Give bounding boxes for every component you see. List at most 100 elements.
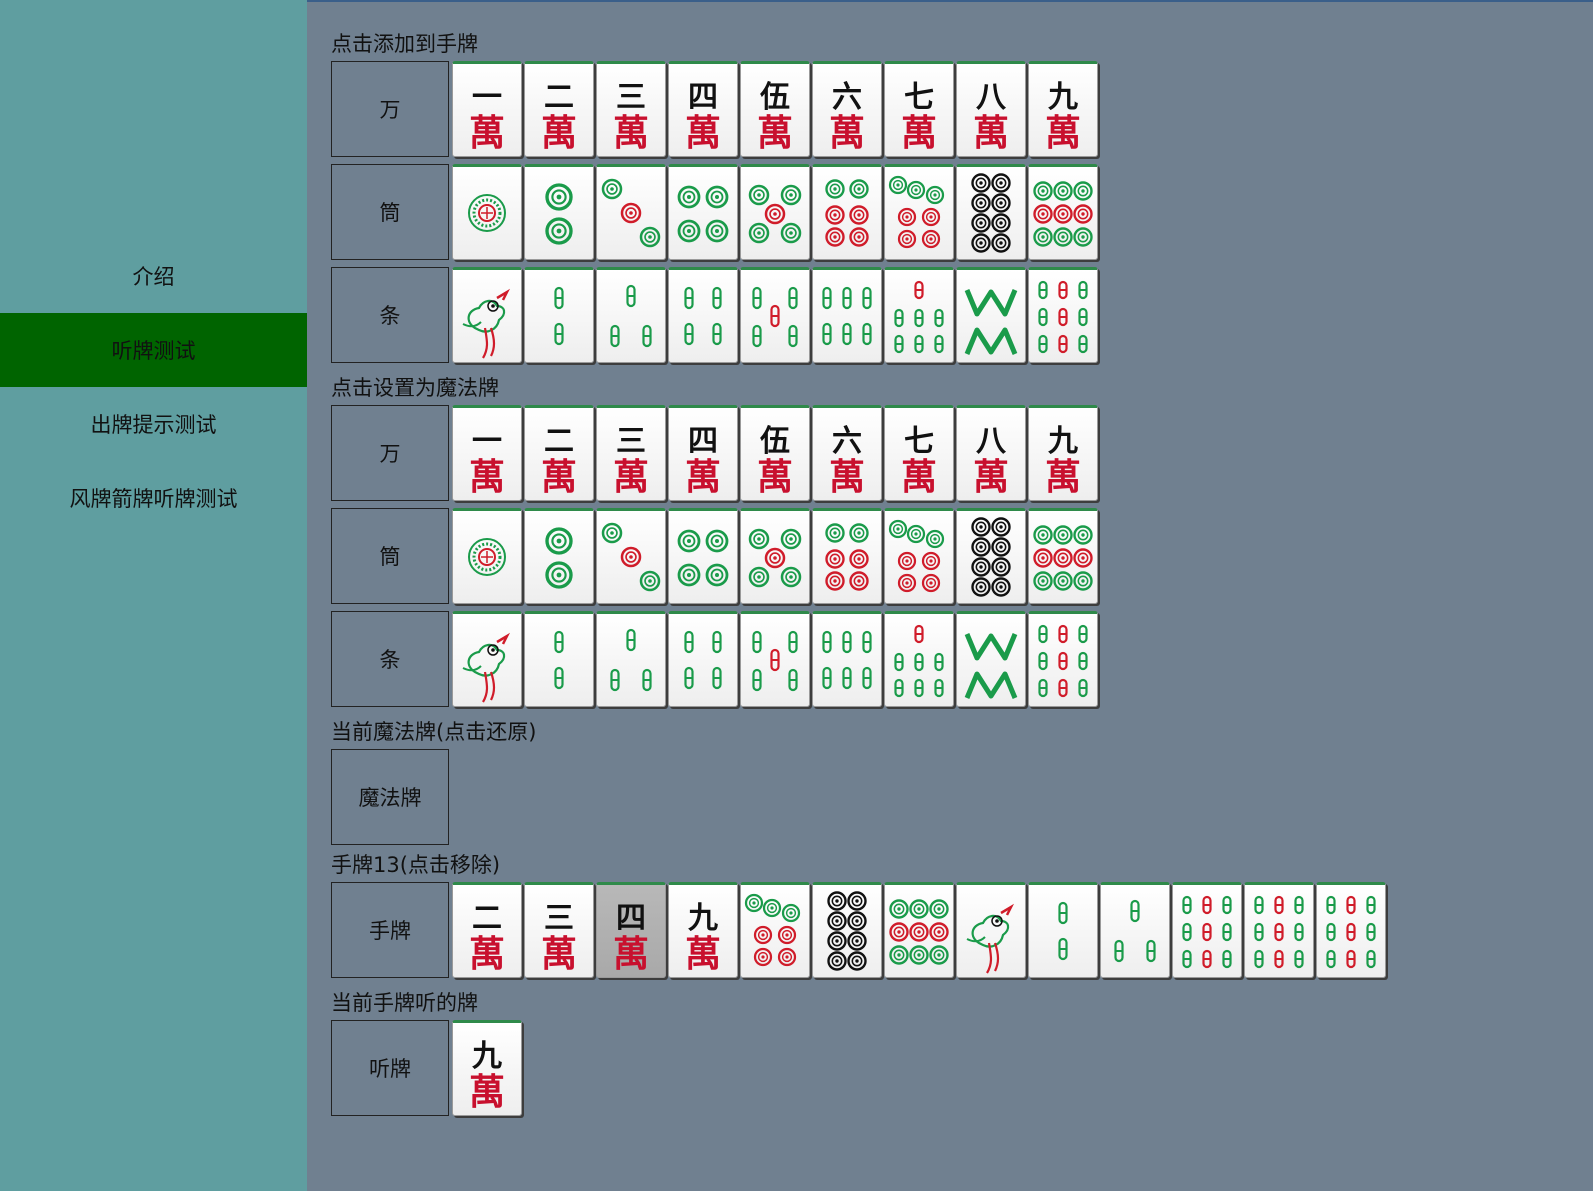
add-wan-tile-1[interactable]: 一萬 xyxy=(452,61,522,157)
tiao-pattern-icon xyxy=(1038,624,1088,698)
wait-tile-1[interactable]: 九萬 xyxy=(452,1020,522,1116)
add-tong-tile-3[interactable] xyxy=(596,164,666,260)
magic-tong-tile-2[interactable] xyxy=(524,508,594,604)
add-wan-tile-4[interactable]: 四萬 xyxy=(668,61,738,157)
hand-tile-12[interactable] xyxy=(1244,882,1314,978)
tiao-pattern-icon xyxy=(822,286,872,346)
hand-tile-1[interactable]: 二萬 xyxy=(452,882,522,978)
hand-tile-11[interactable] xyxy=(1172,882,1242,978)
current-magic-slot[interactable]: 魔法牌 xyxy=(331,749,449,845)
nav-item-honor-ting-test[interactable]: 风牌箭牌听牌测试 xyxy=(69,487,238,511)
magic-tiao-tile-7[interactable] xyxy=(884,611,954,707)
magic-wan-tile-8[interactable]: 八萬 xyxy=(956,405,1026,501)
tiao-pattern-icon xyxy=(1326,895,1376,969)
magic-wan-tile-1[interactable]: 一萬 xyxy=(452,405,522,501)
tong-pattern-icon xyxy=(888,519,945,593)
add-wan-tile-7[interactable]: 七萬 xyxy=(884,61,954,157)
tile-numeral: 八 xyxy=(976,424,1006,459)
magic-tong-tile-6[interactable] xyxy=(812,508,882,604)
add-wan-tile-9[interactable]: 九萬 xyxy=(1028,61,1098,157)
magic-section-title: 点击设置为魔法牌 xyxy=(331,376,499,400)
add-tiao-tile-8[interactable] xyxy=(956,267,1026,363)
tile-wan-glyph: 萬 xyxy=(1044,112,1081,154)
tong-pattern-icon xyxy=(545,527,573,589)
tiao-pattern-icon xyxy=(964,289,1018,355)
hand-tile-4[interactable]: 九萬 xyxy=(668,882,738,978)
nav-item-ting-test[interactable]: 听牌测试 xyxy=(0,313,307,387)
magic-tiao-tile-2[interactable] xyxy=(524,611,594,707)
add-tiao-tile-6[interactable] xyxy=(812,267,882,363)
tong-pattern-icon xyxy=(677,185,729,243)
tiao-pattern-icon xyxy=(894,280,944,354)
add-tong-tile-4[interactable] xyxy=(668,164,738,260)
add-tiao-tile-5[interactable] xyxy=(740,267,810,363)
suit-label-wan: 万 xyxy=(331,61,449,157)
hand-tile-13[interactable] xyxy=(1316,882,1386,978)
magic-tong-tile-8[interactable] xyxy=(956,508,1026,604)
add-tong-tile-2[interactable] xyxy=(524,164,594,260)
magic-tiao-tile-8[interactable] xyxy=(956,611,1026,707)
tong-pattern-icon xyxy=(468,194,506,232)
add-wan-tile-6[interactable]: 六萬 xyxy=(812,61,882,157)
tile-numeral: 六 xyxy=(832,80,862,115)
hand-label: 手牌 xyxy=(331,882,449,978)
add-tong-tile-8[interactable] xyxy=(956,164,1026,260)
tiao-pattern-icon xyxy=(1254,895,1304,969)
magic-wan-tile-5[interactable]: 伍萬 xyxy=(740,405,810,501)
hand-tile-3[interactable]: 四萬 xyxy=(596,882,666,978)
hand-tile-8[interactable] xyxy=(956,882,1026,978)
tile-numeral: 九 xyxy=(472,1039,502,1074)
magic-tong-tile-1[interactable] xyxy=(452,508,522,604)
magic-tong-tile-9[interactable] xyxy=(1028,508,1098,604)
add-tiao-tile-4[interactable] xyxy=(668,267,738,363)
add-wan-tile-5[interactable]: 伍萬 xyxy=(740,61,810,157)
add-tiao-tile-7[interactable] xyxy=(884,267,954,363)
add-wan-tile-8[interactable]: 八萬 xyxy=(956,61,1026,157)
magic-wan-tile-3[interactable]: 三萬 xyxy=(596,405,666,501)
hand-tile-9[interactable] xyxy=(1028,882,1098,978)
add-tong-tile-6[interactable] xyxy=(812,164,882,260)
add-tiao-tile-2[interactable] xyxy=(524,267,594,363)
tile-wan-glyph: 萬 xyxy=(612,112,649,154)
add-wan-tile-2[interactable]: 二萬 xyxy=(524,61,594,157)
top-border xyxy=(0,0,1593,2)
hand-tile-10[interactable] xyxy=(1100,882,1170,978)
magic-wan-tile-6[interactable]: 六萬 xyxy=(812,405,882,501)
sidebar: 介绍 听牌测试 出牌提示测试 风牌箭牌听牌测试 xyxy=(0,0,307,1191)
nav-item-discard-hint-test[interactable]: 出牌提示测试 xyxy=(90,413,217,437)
tile-wan-glyph: 萬 xyxy=(972,456,1009,498)
nav-item-intro[interactable]: 介绍 xyxy=(132,265,175,289)
magic-tong-tile-3[interactable] xyxy=(596,508,666,604)
tile-numeral: 二 xyxy=(544,424,574,459)
add-tiao-tile-1[interactable] xyxy=(452,267,522,363)
hand-tile-5[interactable] xyxy=(740,882,810,978)
add-tong-tile-9[interactable] xyxy=(1028,164,1098,260)
magic-tiao-tile-6[interactable] xyxy=(812,611,882,707)
magic-tiao-tile-5[interactable] xyxy=(740,611,810,707)
tiao-pattern-icon xyxy=(462,632,511,703)
magic-wan-tile-7[interactable]: 七萬 xyxy=(884,405,954,501)
add-wan-tile-3[interactable]: 三萬 xyxy=(596,61,666,157)
hand-tile-7[interactable] xyxy=(884,882,954,978)
waits-label: 听牌 xyxy=(331,1020,449,1116)
magic-tiao-tile-1[interactable] xyxy=(452,611,522,707)
add-tiao-tile-9[interactable] xyxy=(1028,267,1098,363)
tile-numeral: 三 xyxy=(616,424,646,459)
hand-tile-6[interactable] xyxy=(812,882,882,978)
add-tiao-tile-3[interactable] xyxy=(596,267,666,363)
magic-tong-tile-7[interactable] xyxy=(884,508,954,604)
magic-tong-tile-5[interactable] xyxy=(740,508,810,604)
magic-tiao-tile-3[interactable] xyxy=(596,611,666,707)
magic-tiao-tile-9[interactable] xyxy=(1028,611,1098,707)
add-tong-tile-1[interactable] xyxy=(452,164,522,260)
magic-wan-tile-2[interactable]: 二萬 xyxy=(524,405,594,501)
add-tong-tile-5[interactable] xyxy=(740,164,810,260)
magic-tong-tile-4[interactable] xyxy=(668,508,738,604)
tile-numeral: 伍 xyxy=(760,80,790,115)
magic-wan-tile-9[interactable]: 九萬 xyxy=(1028,405,1098,501)
hand-tile-2[interactable]: 三萬 xyxy=(524,882,594,978)
magic-tiao-tile-4[interactable] xyxy=(668,611,738,707)
magic-wan-tile-4[interactable]: 四萬 xyxy=(668,405,738,501)
tile-numeral: 四 xyxy=(688,424,718,459)
add-tong-tile-7[interactable] xyxy=(884,164,954,260)
